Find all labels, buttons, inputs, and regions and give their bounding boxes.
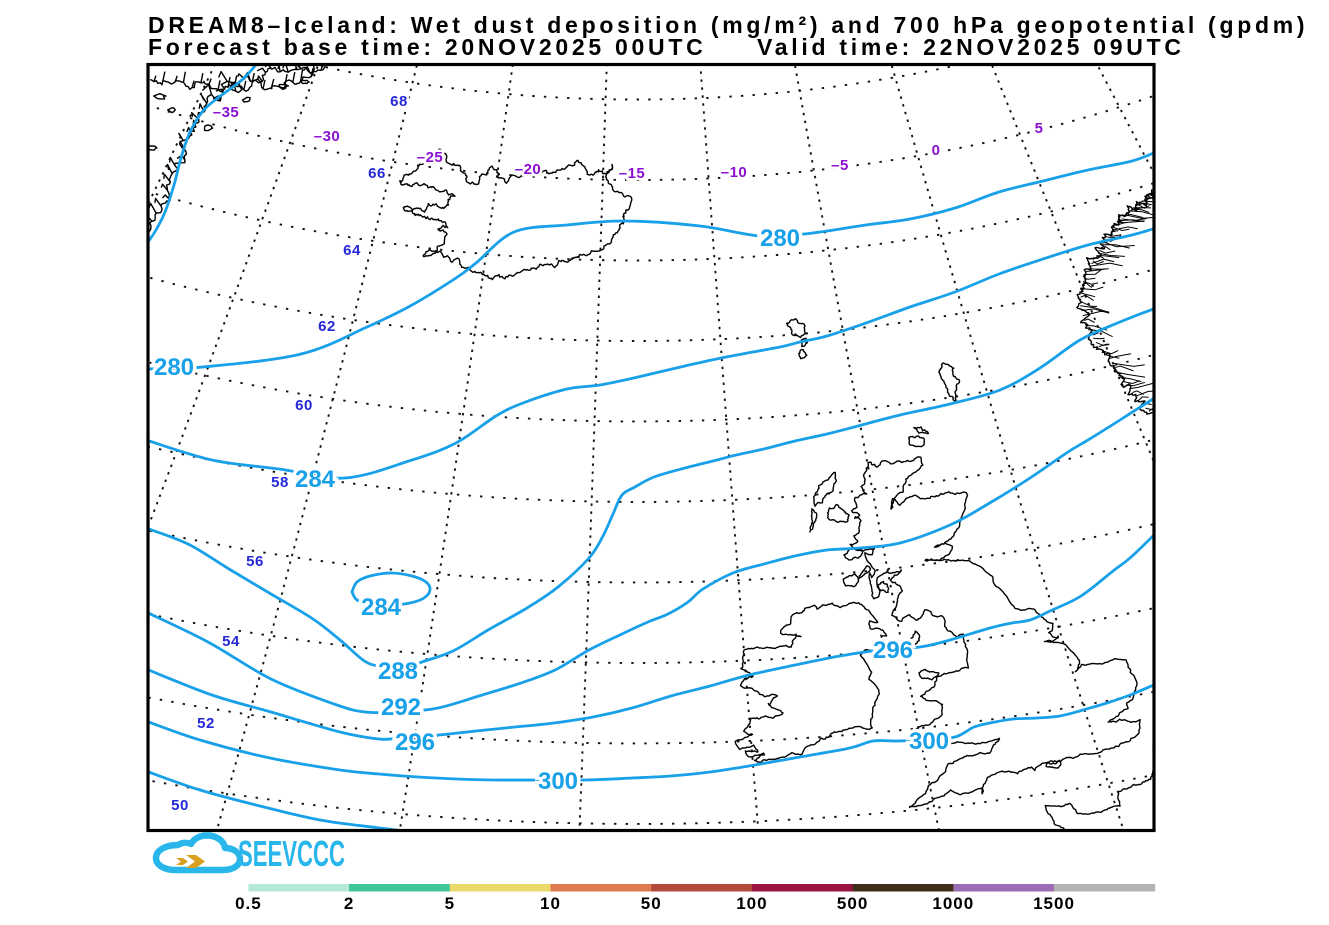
svg-text:56: 56 [246,553,264,570]
svg-text:50: 50 [171,797,189,814]
svg-text:300: 300 [909,728,949,755]
svg-text:–35: –35 [213,104,240,121]
svg-text:0.5: 0.5 [235,894,262,913]
svg-text:Forecast base time: 20NOV2025: Forecast base time: 20NOV2025 00UTC Vali… [148,34,1185,60]
svg-text:60: 60 [295,397,313,414]
svg-text:64: 64 [343,242,361,259]
svg-text:300: 300 [538,768,578,795]
svg-text:284: 284 [295,466,336,493]
svg-text:284: 284 [361,594,402,621]
svg-text:52: 52 [197,715,215,732]
svg-text:–20: –20 [515,161,542,178]
svg-text:–25: –25 [417,149,444,166]
svg-text:500: 500 [837,894,868,913]
svg-text:50: 50 [641,894,662,913]
svg-text:10: 10 [540,894,561,913]
svg-text:0: 0 [932,142,941,159]
svg-text:66: 66 [368,165,386,182]
svg-text:–10: –10 [721,164,748,181]
svg-text:5: 5 [445,894,455,913]
svg-text:58: 58 [271,474,289,491]
svg-text:100: 100 [736,894,767,913]
svg-text:1000: 1000 [932,894,974,913]
svg-text:292: 292 [381,694,421,721]
svg-text:SEEVCCC: SEEVCCC [238,833,345,874]
svg-text:2: 2 [344,894,354,913]
svg-text:1500: 1500 [1033,894,1075,913]
svg-text:DREAM8–Iceland: Wet dust depos: DREAM8–Iceland: Wet dust deposition (mg/… [148,12,1308,38]
svg-text:288: 288 [378,658,418,685]
svg-text:280: 280 [760,225,800,252]
svg-text:296: 296 [395,729,435,756]
svg-text:–15: –15 [619,165,646,182]
svg-text:5: 5 [1035,120,1044,137]
svg-text:280: 280 [154,354,194,381]
svg-text:–5: –5 [831,157,849,174]
svg-text:54: 54 [222,633,240,650]
svg-text:68: 68 [390,93,408,110]
svg-text:62: 62 [318,318,336,335]
svg-text:–30: –30 [314,128,341,145]
svg-text:296: 296 [873,637,913,664]
